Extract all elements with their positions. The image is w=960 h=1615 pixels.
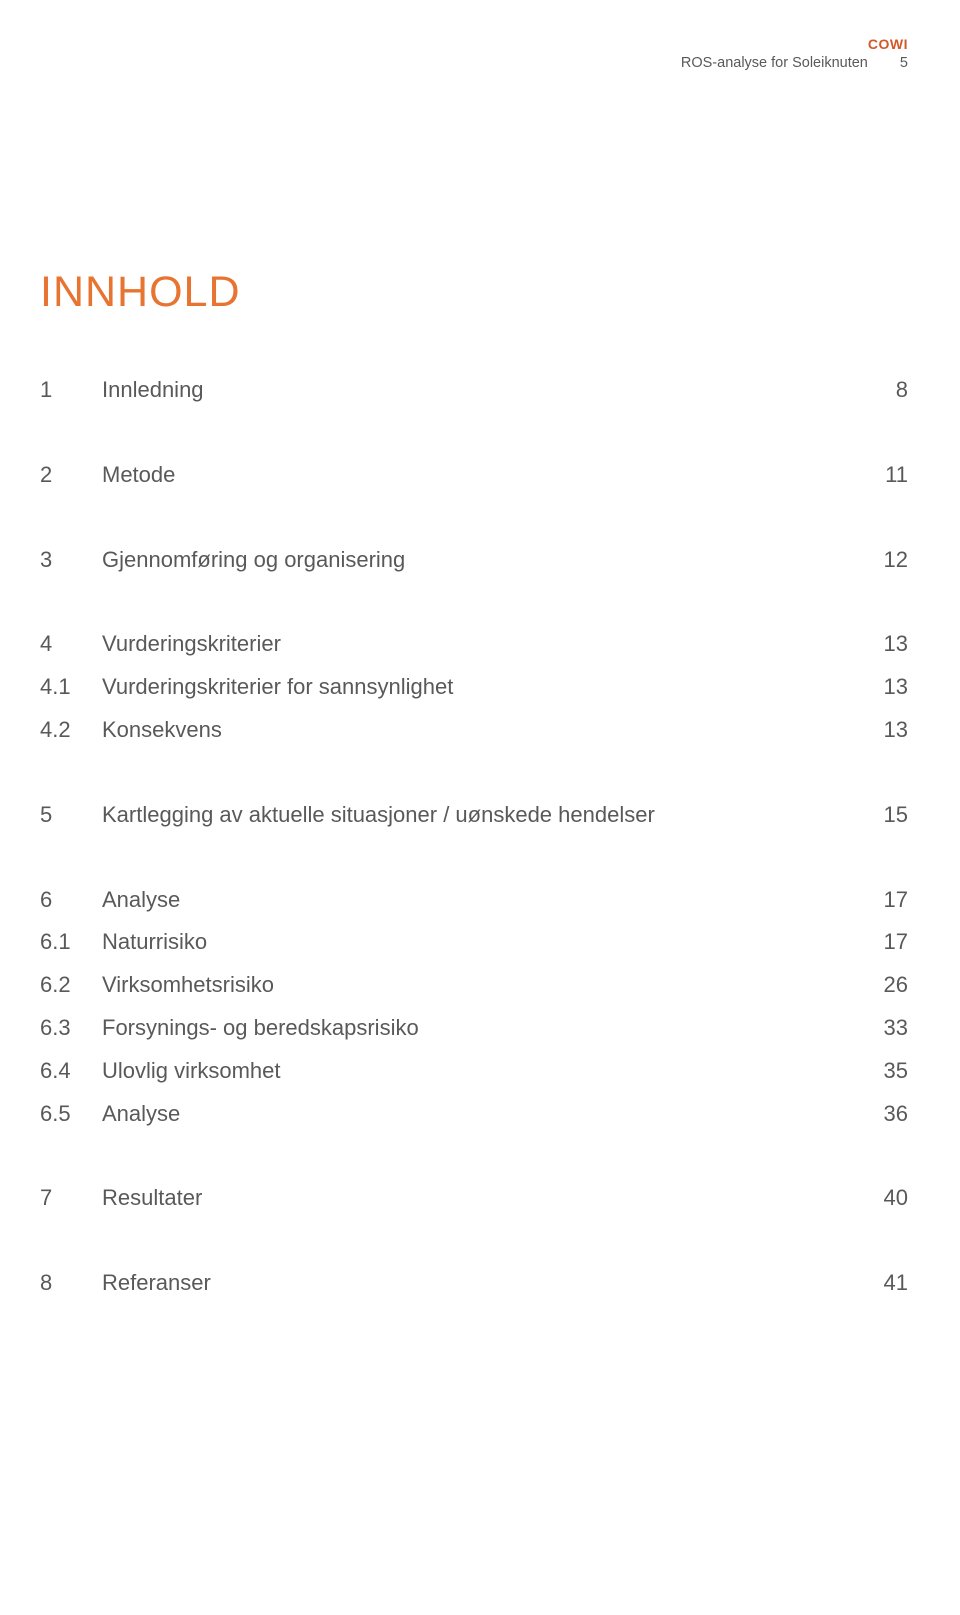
toc-label: Forsynings- og beredskapsrisiko xyxy=(102,1013,419,1044)
toc-number: 6 xyxy=(40,885,102,916)
toc-number: 1 xyxy=(40,375,102,406)
toc-row-left: 4.2Konsekvens xyxy=(40,715,222,746)
toc-label: Naturrisiko xyxy=(102,927,207,958)
toc-number: 8 xyxy=(40,1268,102,1299)
table-of-contents: 1Innledning82Metode113Gjennomføring og o… xyxy=(40,375,908,1299)
toc-number: 3 xyxy=(40,545,102,576)
toc-number: 6.2 xyxy=(40,970,102,1001)
toc-row-left: 6.3Forsynings- og beredskapsrisiko xyxy=(40,1013,419,1044)
toc-group-gap xyxy=(40,503,908,545)
toc-page: 11 xyxy=(885,460,908,491)
toc-page: 26 xyxy=(884,970,908,1001)
toc-page: 15 xyxy=(884,800,908,831)
toc-row: 6.2Virksomhetsrisiko 26 xyxy=(40,970,908,1001)
toc-label: Analyse xyxy=(102,1099,180,1130)
toc-number: 2 xyxy=(40,460,102,491)
toc-label: Analyse xyxy=(102,885,180,916)
toc-page: 12 xyxy=(884,545,908,576)
toc-group-gap xyxy=(40,1141,908,1183)
toc-number: 4.2 xyxy=(40,715,102,746)
toc-page: 35 xyxy=(884,1056,908,1087)
toc-label: Referanser xyxy=(102,1268,211,1299)
toc-row: 4.1Vurderingskriterier for sannsynlighet… xyxy=(40,672,908,703)
toc-number: 4.1 xyxy=(40,672,102,703)
running-header-line: ROS-analyse for Soleiknuten 5 xyxy=(681,55,908,71)
brand-logo: COWI xyxy=(681,36,908,52)
toc-row-left: 3Gjennomføring og organisering xyxy=(40,545,405,576)
toc-page: 36 xyxy=(884,1099,908,1130)
toc-row: 6.4Ulovlig virksomhet 35 xyxy=(40,1056,908,1087)
toc-row-left: 7Resultater xyxy=(40,1183,202,1214)
toc-label: Ulovlig virksomhet xyxy=(102,1056,281,1087)
toc-row: 4.2Konsekvens 13 xyxy=(40,715,908,746)
toc-page: 13 xyxy=(884,672,908,703)
toc-label: Resultater xyxy=(102,1183,202,1214)
toc-number: 6.3 xyxy=(40,1013,102,1044)
toc-page: 13 xyxy=(884,715,908,746)
toc-page: 8 xyxy=(896,375,908,406)
toc-group-gap xyxy=(40,418,908,460)
toc-row-left: 6.5Analyse xyxy=(40,1099,180,1130)
toc-row: 5Kartlegging av aktuelle situasjoner / u… xyxy=(40,800,908,831)
toc-number: 6.1 xyxy=(40,927,102,958)
toc-number: 6.4 xyxy=(40,1056,102,1087)
toc-number: 7 xyxy=(40,1183,102,1214)
toc-row-left: 2Metode xyxy=(40,460,175,491)
toc-row: 7Resultater 40 xyxy=(40,1183,908,1214)
toc-row-left: 6.1Naturrisiko xyxy=(40,927,207,958)
toc-row: 6.3Forsynings- og beredskapsrisiko 33 xyxy=(40,1013,908,1044)
toc-row-left: 4.1Vurderingskriterier for sannsynlighet xyxy=(40,672,453,703)
toc-row: 3Gjennomføring og organisering 12 xyxy=(40,545,908,576)
toc-label: Gjennomføring og organisering xyxy=(102,545,405,576)
toc-label: Metode xyxy=(102,460,175,491)
toc-page: 17 xyxy=(884,885,908,916)
toc-label: Vurderingskriterier xyxy=(102,629,281,660)
toc-number: 4 xyxy=(40,629,102,660)
toc-page: 33 xyxy=(884,1013,908,1044)
toc-row: 6.5Analyse 36 xyxy=(40,1099,908,1130)
toc-row: 2Metode 11 xyxy=(40,460,908,491)
running-header-page: 5 xyxy=(900,55,908,71)
toc-row: 1Innledning 8 xyxy=(40,375,908,406)
toc-row: 8Referanser 41 xyxy=(40,1268,908,1299)
toc-page: 13 xyxy=(884,629,908,660)
toc-row: 6.1Naturrisiko 17 xyxy=(40,927,908,958)
toc-label: Vurderingskriterier for sannsynlighet xyxy=(102,672,453,703)
toc-number: 6.5 xyxy=(40,1099,102,1130)
toc-page: 17 xyxy=(884,927,908,958)
toc-row-left: 6.4Ulovlig virksomhet xyxy=(40,1056,281,1087)
running-header: COWI ROS-analyse for Soleiknuten 5 xyxy=(681,36,908,72)
document-page: COWI ROS-analyse for Soleiknuten 5 INNHO… xyxy=(0,0,960,1615)
toc-row: 4Vurderingskriterier 13 xyxy=(40,629,908,660)
page-title: INNHOLD xyxy=(40,268,908,317)
toc-group-gap xyxy=(40,843,908,885)
toc-number: 5 xyxy=(40,800,102,831)
toc-row-left: 6.2Virksomhetsrisiko xyxy=(40,970,274,1001)
toc-row-left: 6Analyse xyxy=(40,885,180,916)
toc-row-left: 8Referanser xyxy=(40,1268,211,1299)
toc-group-gap xyxy=(40,1226,908,1268)
toc-label: Kartlegging av aktuelle situasjoner / uø… xyxy=(102,800,655,831)
toc-label: Konsekvens xyxy=(102,715,222,746)
content-body: INNHOLD 1Innledning82Metode113Gjennomfør… xyxy=(40,268,908,1311)
toc-row-left: 1Innledning xyxy=(40,375,204,406)
toc-row-left: 4Vurderingskriterier xyxy=(40,629,281,660)
toc-page: 41 xyxy=(884,1268,908,1299)
toc-row-left: 5Kartlegging av aktuelle situasjoner / u… xyxy=(40,800,655,831)
running-header-title: ROS-analyse for Soleiknuten xyxy=(681,55,868,71)
toc-group-gap xyxy=(40,758,908,800)
toc-label: Virksomhetsrisiko xyxy=(102,970,274,1001)
toc-label: Innledning xyxy=(102,375,204,406)
toc-row: 6Analyse 17 xyxy=(40,885,908,916)
toc-group-gap xyxy=(40,587,908,629)
toc-page: 40 xyxy=(884,1183,908,1214)
